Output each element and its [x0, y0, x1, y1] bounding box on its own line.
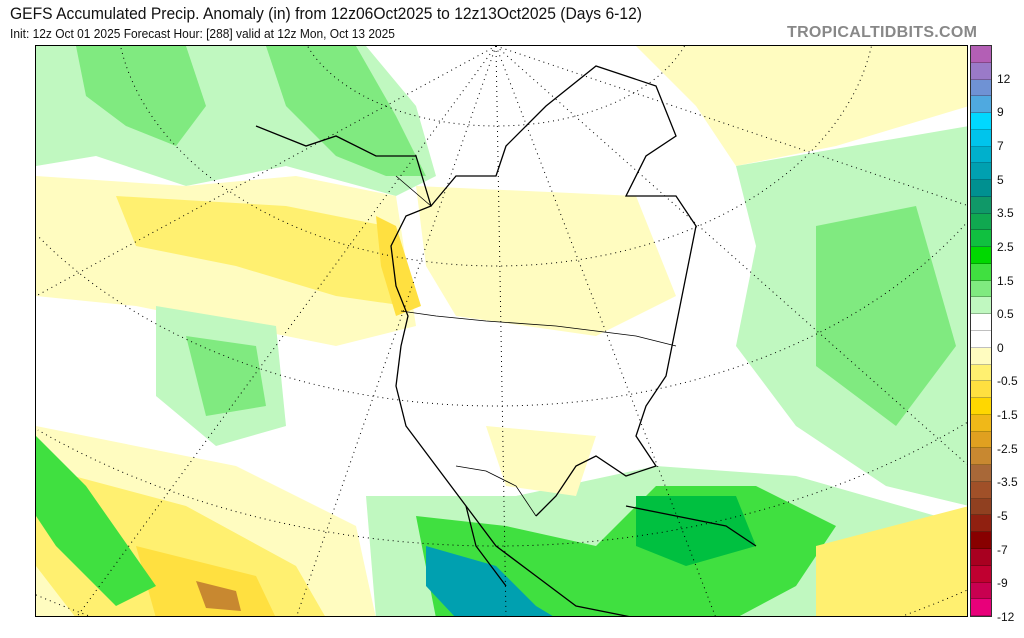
- colorbar-label: -7: [997, 542, 1008, 557]
- map-title: GEFS Accumulated Precip. Anomaly (in) fr…: [10, 4, 642, 23]
- latitude-circle: [36, 589, 967, 616]
- colorbar-cell: [971, 414, 991, 432]
- colorbar-cell: [971, 129, 991, 147]
- colorbar-label: 7: [997, 138, 1004, 153]
- anomaly-region: [196, 581, 241, 611]
- colorbar-cell: [971, 599, 991, 617]
- anomaly-fields: [36, 46, 967, 616]
- colorbar-cell: [971, 263, 991, 281]
- anomaly-region: [816, 506, 967, 616]
- graticule: [36, 46, 967, 616]
- latitude-circle: [37, 422, 967, 547]
- colorbar-label: 5: [997, 172, 1004, 187]
- colorbar-cell: [971, 196, 991, 214]
- colorbar-cell: [971, 347, 991, 365]
- colorbar-cell: [971, 280, 991, 298]
- latitude-circle: [36, 221, 967, 407]
- colorbar-cell: [971, 79, 991, 97]
- colorbar-cell: [971, 213, 991, 231]
- map-canvas: [36, 46, 967, 616]
- colorbar-cell: [971, 548, 991, 566]
- colorbar-label: 12: [997, 71, 1011, 86]
- colorbar-label: -2.5: [997, 441, 1018, 456]
- map-subtitle: Init: 12z Oct 01 2025 Forecast Hour: [28…: [10, 26, 395, 41]
- colorbar-label: -5: [997, 509, 1008, 524]
- colorbar-label: -12: [997, 610, 1015, 624]
- colorbar-cell: [971, 247, 991, 264]
- anomaly-region: [376, 216, 421, 316]
- colorbar-cell: [971, 381, 991, 399]
- colorbar-cell: [971, 465, 991, 482]
- colorbar-cell: [971, 180, 991, 197]
- precip-anomaly-map: [35, 45, 968, 617]
- colorbar-label: -3.5: [997, 475, 1018, 490]
- coastlines: [255, 65, 757, 616]
- anomaly-region: [486, 426, 596, 496]
- latitude-circle: [307, 46, 685, 127]
- colorbar-cell: [971, 230, 991, 248]
- colorbar-label: 0: [997, 340, 1004, 355]
- colorbar-label: 3.5: [997, 206, 1014, 221]
- colorbar-cell: [971, 163, 991, 181]
- colorbar-cell: [971, 515, 991, 533]
- colorbar-cell: [971, 62, 991, 80]
- colorbar-label: -0.5: [997, 374, 1018, 389]
- borders: [395, 175, 677, 517]
- anomaly-region: [76, 46, 206, 146]
- colorbar-label: -1.5: [997, 408, 1018, 423]
- anomaly-region: [426, 546, 553, 616]
- colorbar-label: -9: [997, 576, 1008, 591]
- colorbar-label: 0.5: [997, 307, 1014, 322]
- colorbar: [970, 45, 992, 617]
- colorbar-cell: [971, 448, 991, 466]
- colorbar-cell: [971, 582, 991, 600]
- colorbar-cell: [971, 498, 991, 516]
- anomaly-region: [116, 196, 406, 306]
- anomaly-region: [36, 436, 156, 606]
- anomaly-region: [416, 186, 676, 336]
- colorbar-cell: [971, 96, 991, 114]
- anomaly-region: [266, 46, 426, 176]
- brand-watermark: TROPICALTIDBITS.COM: [787, 24, 978, 41]
- colorbar-cell: [971, 146, 991, 164]
- colorbar-cell: [971, 297, 991, 315]
- anomaly-region: [636, 46, 967, 166]
- colorbar-label: 9: [997, 105, 1004, 120]
- anomaly-region: [816, 206, 956, 426]
- colorbar-label: 2.5: [997, 239, 1014, 254]
- colorbar-cell: [971, 46, 991, 63]
- anomaly-region: [186, 336, 266, 416]
- colorbar-cell: [971, 532, 991, 549]
- colorbar-cell: [971, 314, 991, 332]
- colorbar-cell: [971, 331, 991, 348]
- colorbar-cell: [971, 481, 991, 499]
- anomaly-region: [136, 546, 276, 616]
- colorbar-cell: [971, 565, 991, 583]
- colorbar-cell: [971, 431, 991, 449]
- colorbar-label: 1.5: [997, 273, 1014, 288]
- colorbar-cell: [971, 113, 991, 130]
- colorbar-cell: [971, 398, 991, 415]
- colorbar-cell: [971, 364, 991, 382]
